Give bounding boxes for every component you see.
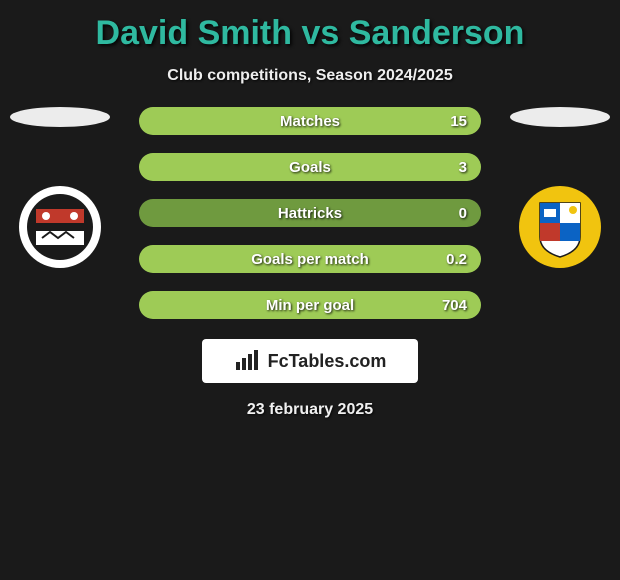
bar-track — [139, 291, 481, 319]
team-crest-left — [18, 185, 102, 269]
bar-track — [139, 153, 481, 181]
bar-track — [139, 245, 481, 273]
brand-logo: FcTables.com — [202, 339, 418, 383]
subtitle: Club competitions, Season 2024/2025 — [0, 67, 620, 85]
page-title: David Smith vs Sanderson — [0, 0, 620, 53]
stat-bar: Hattricks 0 — [139, 199, 481, 227]
bar-fill — [139, 107, 481, 135]
brand-text: FcTables.com — [268, 351, 387, 372]
player-left-side — [10, 107, 110, 269]
crest-left-svg — [18, 185, 102, 269]
date-label: 23 february 2025 — [0, 401, 620, 419]
bar-track — [139, 199, 481, 227]
stat-bar: Min per goal 704 — [139, 291, 481, 319]
bar-fill — [139, 245, 481, 273]
player-right-silhouette — [510, 107, 610, 127]
stat-bar: Goals 3 — [139, 153, 481, 181]
bar-track — [139, 107, 481, 135]
player-right-side — [510, 107, 610, 269]
comparison-panel: Matches 15 Goals 3 Hattricks 0 Goals per… — [0, 107, 620, 319]
player-left-silhouette — [10, 107, 110, 127]
team-crest-right — [518, 185, 602, 269]
crest-right-svg — [518, 185, 602, 269]
bar-fill — [139, 153, 481, 181]
stat-bar: Goals per match 0.2 — [139, 245, 481, 273]
bar-fill — [139, 291, 481, 319]
bars-icon — [234, 350, 262, 372]
stat-bars: Matches 15 Goals 3 Hattricks 0 Goals per… — [139, 107, 481, 319]
stat-bar: Matches 15 — [139, 107, 481, 135]
